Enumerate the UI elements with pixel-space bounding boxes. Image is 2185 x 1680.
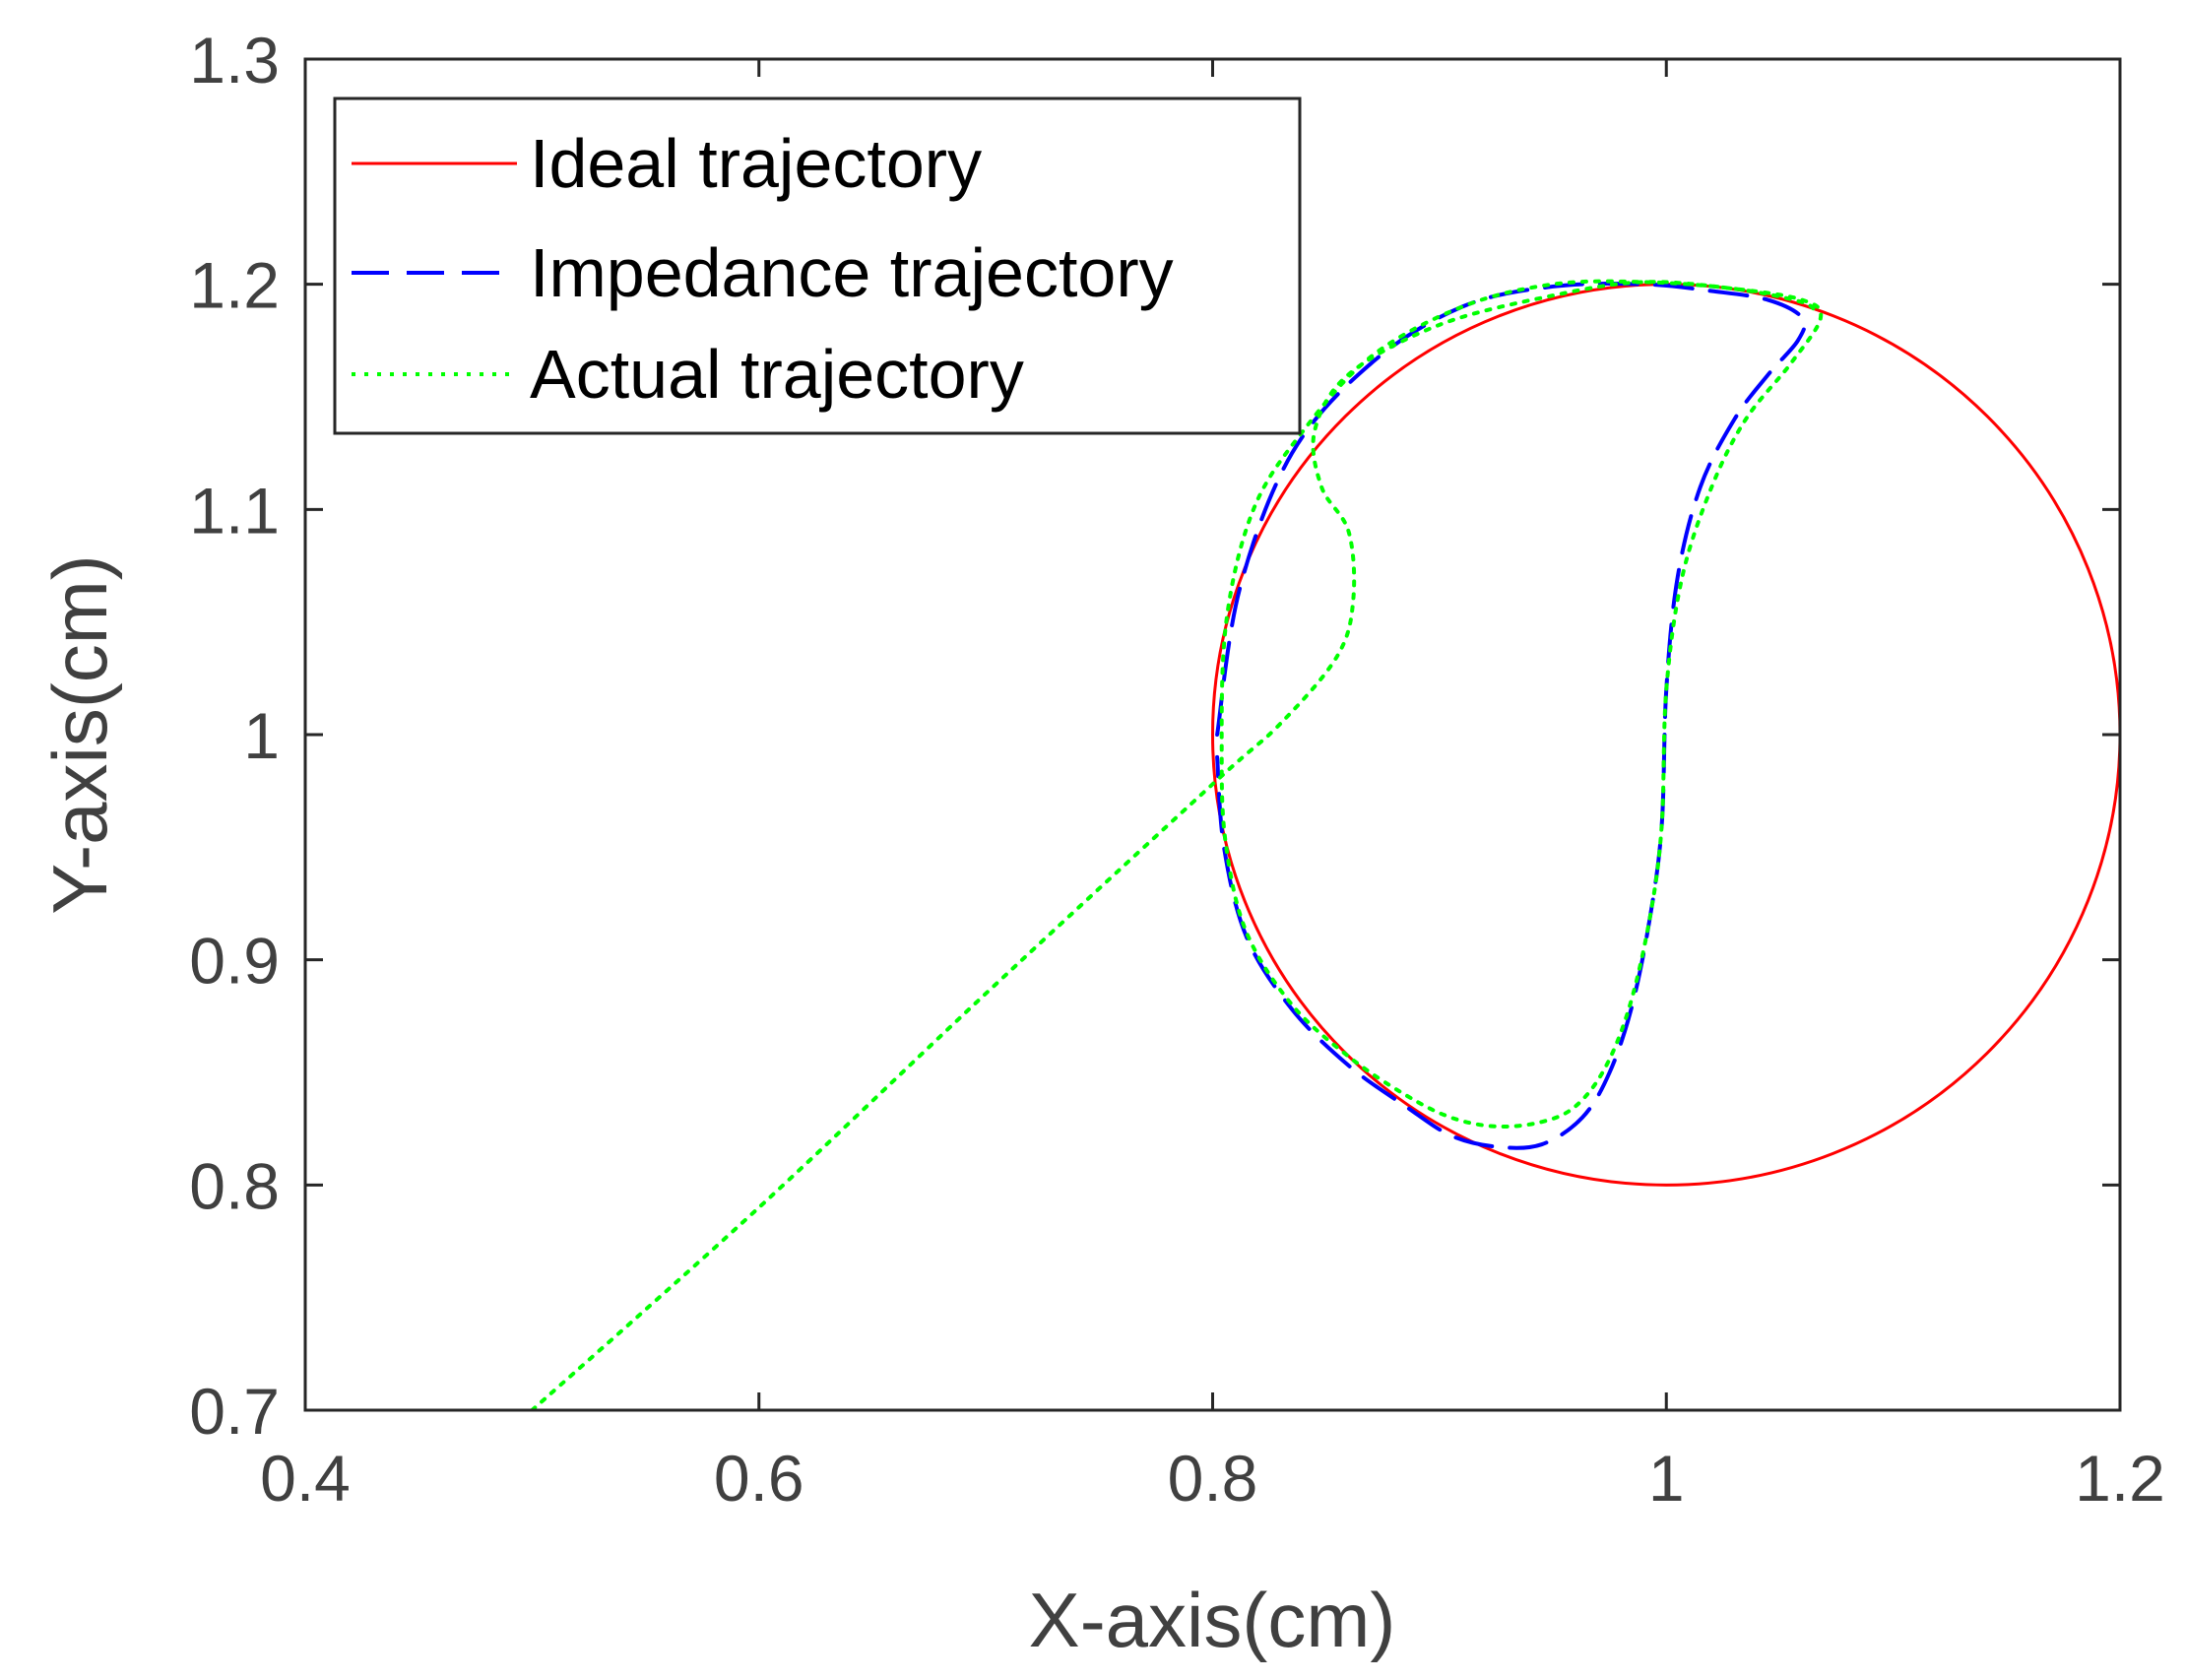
- x-axis-label: X-axis(cm): [1029, 1577, 1396, 1663]
- y-tick-label: 1: [243, 699, 280, 772]
- plot-area: [530, 279, 2120, 1410]
- x-tick-label: 1: [1648, 1442, 1685, 1515]
- legend-box: [333, 97, 1302, 435]
- legend-label-ideal: Ideal trajectory: [530, 125, 982, 202]
- y-tick-label: 0.7: [189, 1375, 280, 1448]
- y-tick-label: 0.9: [189, 925, 280, 998]
- y-axis-label: Y-axis(cm): [36, 554, 123, 914]
- y-tick-label: 1.1: [189, 474, 280, 547]
- axis-tick-labels: 0.4 0.6 0.8 1 1.2 0.7 0.8 0.9 1 1.1 1.2 1.3: [189, 24, 2165, 1515]
- series-actual-trajectory: [530, 279, 1824, 1410]
- x-tick-label: 1.2: [2075, 1442, 2165, 1515]
- x-tick-label: 0.4: [260, 1442, 351, 1515]
- y-tick-label: 1.2: [189, 249, 280, 322]
- axis-ticks: [303, 57, 2122, 1412]
- x-tick-label: 0.8: [1168, 1442, 1258, 1515]
- y-tick-label: 0.8: [189, 1149, 280, 1222]
- legend: Ideal trajectory Impedance trajectory Ac…: [333, 97, 1302, 435]
- x-tick-label: 0.6: [714, 1442, 804, 1515]
- y-tick-label: 1.3: [189, 24, 280, 97]
- legend-label-actual: Actual trajectory: [530, 336, 1024, 413]
- legend-label-impedance: Impedance trajectory: [530, 234, 1174, 311]
